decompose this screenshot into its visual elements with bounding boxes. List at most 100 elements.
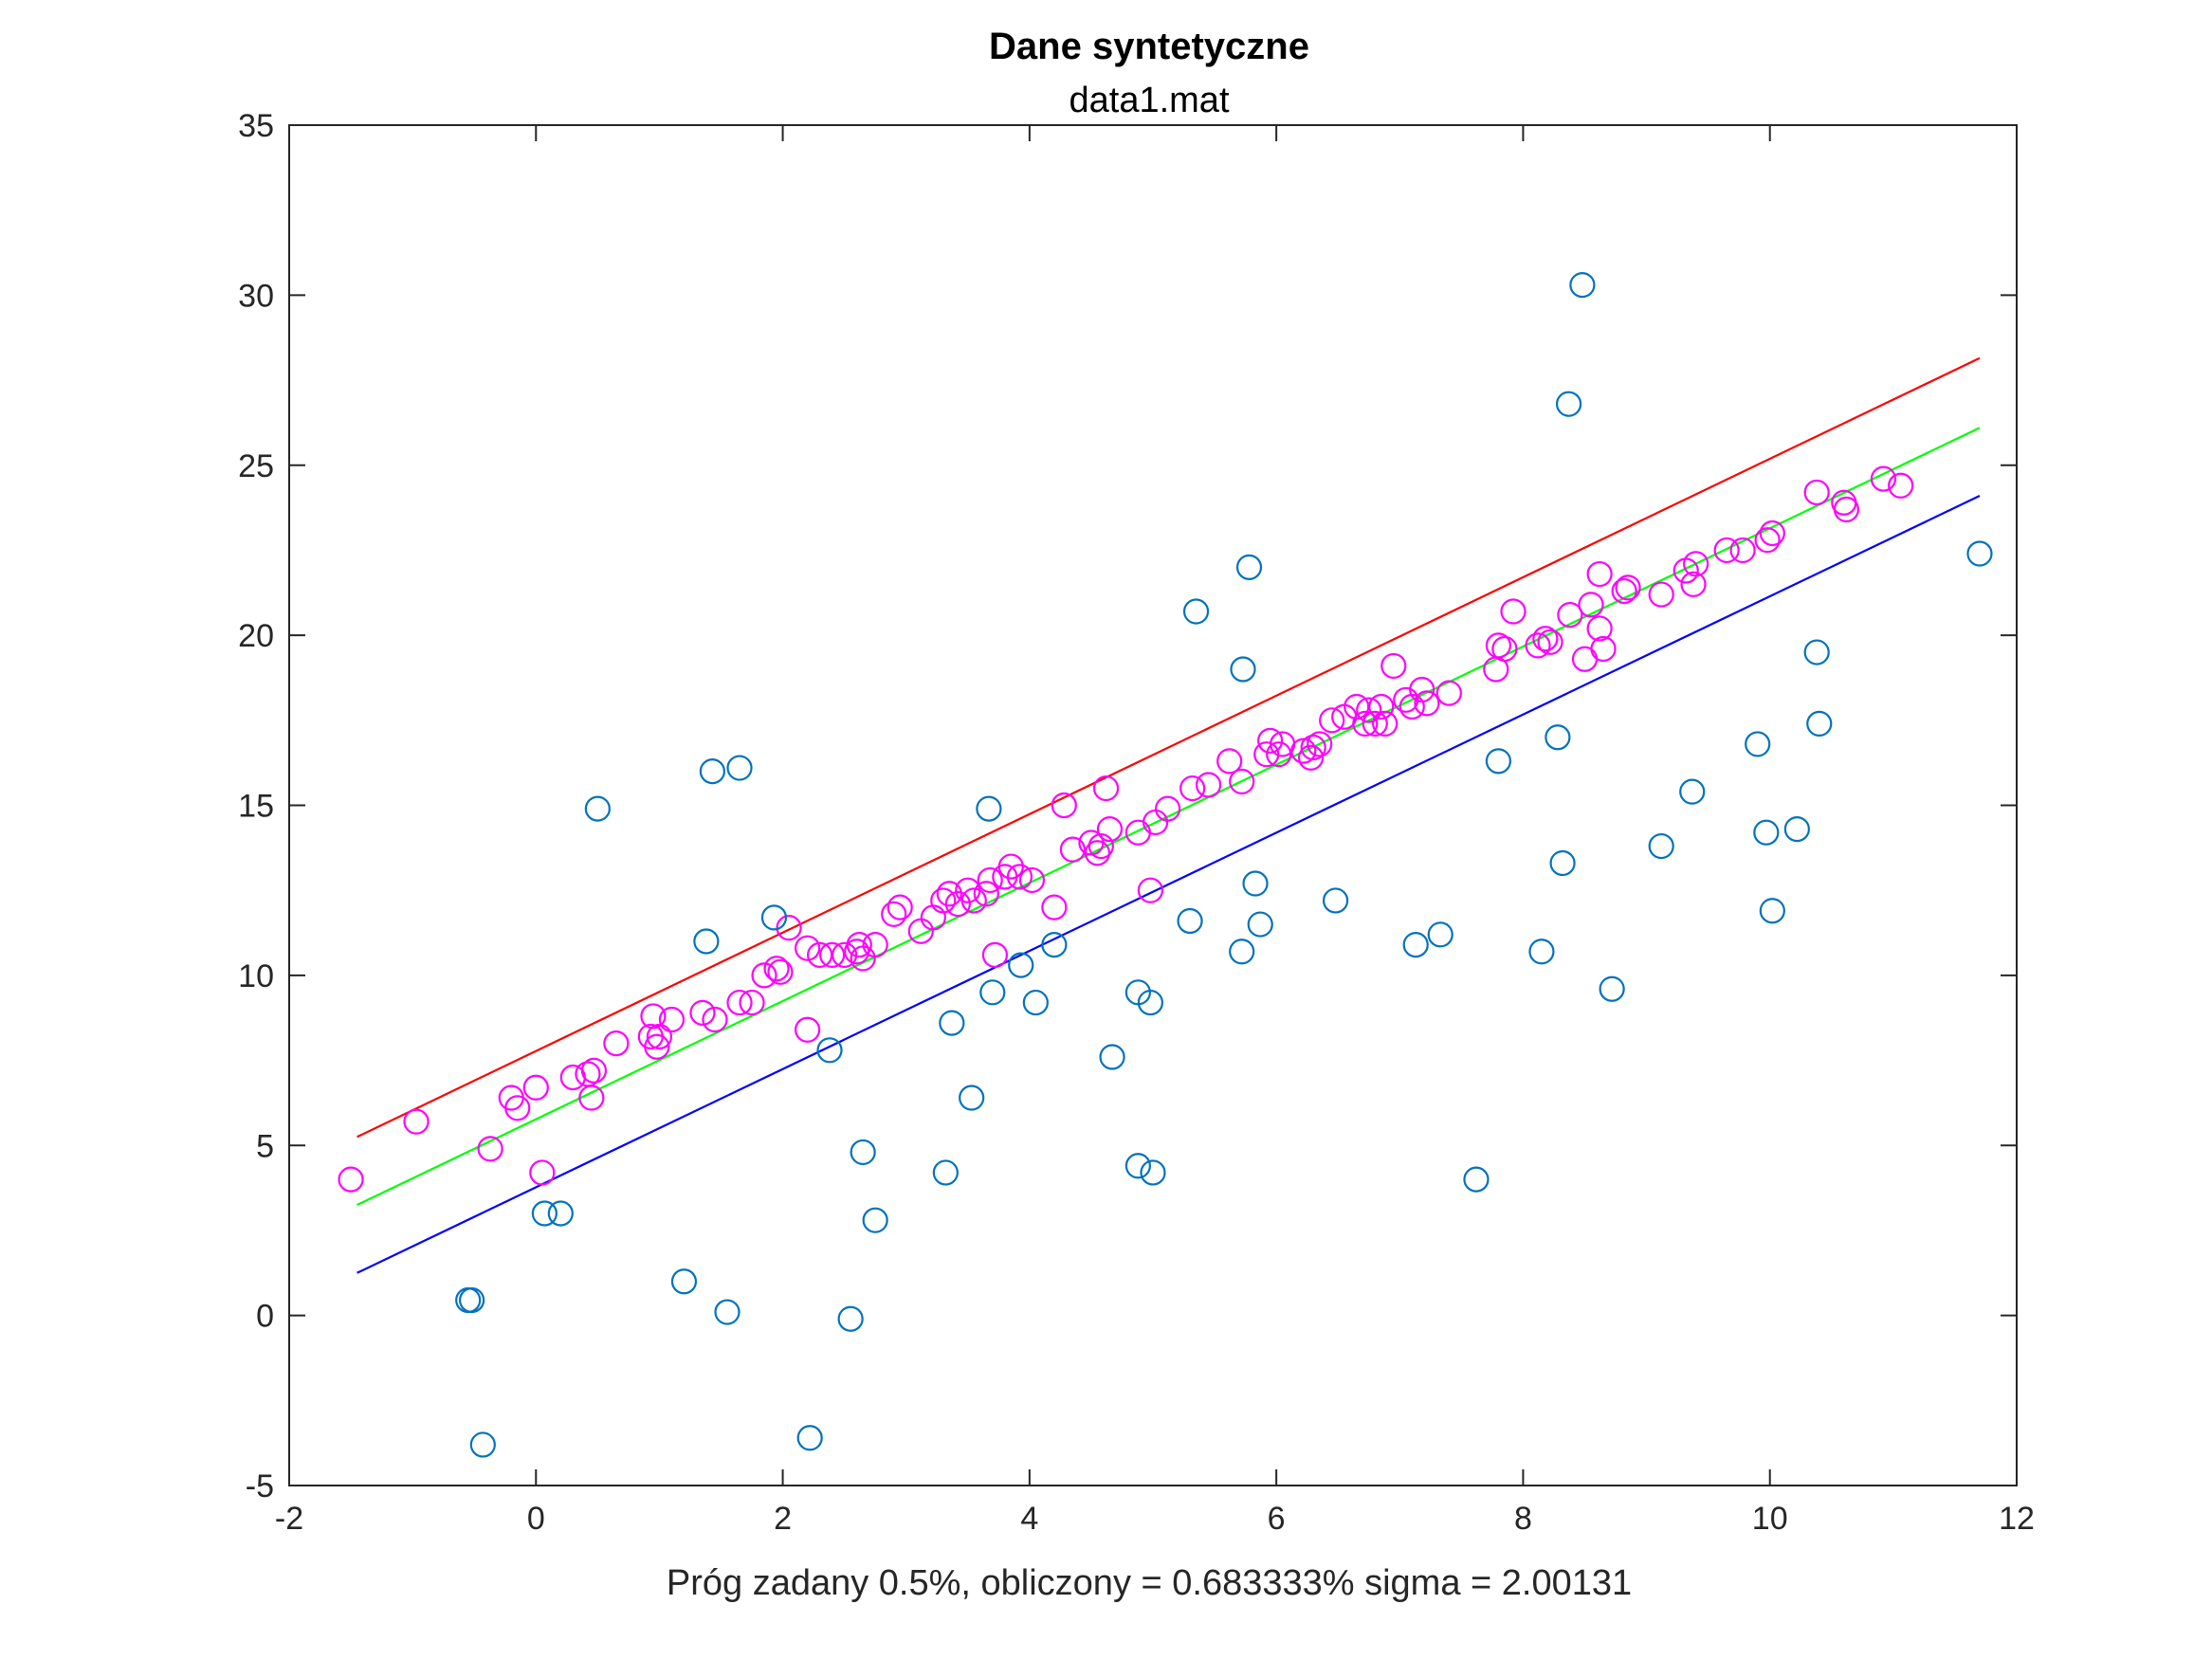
data-point-series1 [1362, 710, 1388, 738]
data-point-series1 [1409, 676, 1435, 703]
data-point-series2 [760, 904, 788, 931]
data-point-series2 [469, 1431, 496, 1458]
x-axis-label: Próg zadany 0.5%, obliczony = 0.683333% … [667, 1563, 1632, 1603]
data-point-series2 [584, 795, 611, 822]
data-point-series1 [846, 931, 872, 958]
data-point-series1 [1356, 697, 1382, 723]
x-tick-label: 4 [1020, 1501, 1038, 1537]
data-point-series2 [1323, 887, 1349, 914]
data-point-series2 [1485, 748, 1512, 775]
fit-line-1 [356, 356, 1981, 1139]
data-point-series1 [887, 894, 913, 921]
data-point-series2 [1235, 554, 1263, 580]
data-point-series1 [1092, 775, 1120, 802]
data-point-series1 [529, 1159, 556, 1186]
data-point-series2 [837, 1305, 864, 1332]
data-point-series1 [1485, 632, 1512, 659]
data-point-series1 [862, 931, 888, 958]
data-point-series1 [794, 1016, 821, 1043]
data-point-series1 [1257, 727, 1284, 754]
data-point-series1 [1216, 748, 1243, 775]
data-point-series1 [1380, 652, 1407, 680]
data-point-series2 [796, 1425, 823, 1451]
data-point-series1 [1155, 795, 1181, 822]
data-point-series2 [939, 1010, 965, 1036]
fit-line-2 [356, 427, 1981, 1207]
data-point-series1 [930, 887, 957, 914]
data-point-series1 [1018, 866, 1046, 894]
x-tick-label: 0 [527, 1501, 545, 1537]
data-point-series2 [976, 795, 1002, 822]
data-point-series2 [1679, 778, 1706, 805]
data-point-series2 [1966, 540, 1993, 567]
data-point-series1 [881, 901, 907, 927]
data-point-series1 [1888, 472, 1914, 499]
x-tick-label: 10 [1752, 1501, 1788, 1537]
data-point-series2 [1247, 911, 1273, 938]
data-point-series1 [1096, 816, 1124, 843]
data-point-series2 [693, 928, 720, 955]
data-point-series2 [714, 1299, 740, 1325]
data-point-series2 [862, 1207, 888, 1233]
data-point-series1 [739, 989, 765, 1016]
data-point-series1 [1059, 836, 1087, 863]
data-point-series2 [850, 1139, 876, 1166]
data-point-series2 [932, 1159, 959, 1186]
data-point-series1 [794, 935, 821, 961]
data-point-series1 [1319, 707, 1345, 734]
data-point-series2 [1463, 1166, 1490, 1193]
data-point-series2 [1140, 1159, 1166, 1186]
data-point-series1 [751, 962, 777, 989]
x-tick-label: 8 [1514, 1501, 1532, 1537]
data-point-series2 [1182, 598, 1210, 625]
data-point-series1 [1307, 731, 1333, 757]
data-point-series2 [1137, 989, 1163, 1016]
data-point-series2 [1177, 907, 1203, 935]
data-point-series2 [1022, 989, 1049, 1016]
data-point-series1 [726, 989, 753, 1016]
x-tick-label: 6 [1268, 1501, 1286, 1537]
data-point-series1 [1051, 792, 1077, 819]
data-point-series1 [578, 1085, 605, 1111]
data-point-series1 [1870, 465, 1897, 492]
x-tick-label: -2 [275, 1501, 303, 1537]
data-point-series1 [1759, 520, 1785, 547]
data-point-series2 [699, 758, 725, 785]
data-point-series2 [459, 1286, 485, 1314]
data-point-series1 [1833, 496, 1860, 522]
data-point-series1 [504, 1095, 531, 1121]
data-point-series2 [959, 1085, 985, 1111]
data-point-series2 [547, 1200, 574, 1227]
data-point-series2 [1402, 931, 1429, 958]
data-point-series1 [1195, 772, 1222, 798]
data-point-series1 [1300, 734, 1326, 761]
data-point-series1 [1290, 738, 1317, 764]
y-tick-label: 25 [238, 448, 274, 484]
data-point-series1 [1414, 690, 1440, 717]
data-point-series1 [1137, 877, 1163, 903]
data-point-series1 [1713, 537, 1740, 564]
data-point-series2 [1427, 921, 1453, 948]
data-point-series1 [944, 890, 971, 918]
data-point-series1 [646, 1023, 673, 1050]
data-point-series1 [767, 958, 794, 985]
data-point-series2 [1806, 710, 1833, 738]
data-point-series2 [1569, 272, 1596, 299]
data-point-series2 [1648, 832, 1674, 860]
y-tick-label: 35 [238, 108, 274, 144]
data-point-series1 [689, 999, 716, 1026]
data-point-series2 [1545, 724, 1571, 751]
data-point-series1 [1648, 581, 1674, 608]
data-point-series1 [1803, 479, 1830, 506]
data-point-series1 [1006, 864, 1033, 890]
data-point-series1 [936, 881, 962, 907]
data-point-series2 [1599, 975, 1625, 1002]
data-point-series1 [776, 915, 802, 941]
data-point-series2 [1041, 931, 1068, 958]
data-point-series1 [1500, 598, 1526, 625]
data-point-series1 [1088, 832, 1114, 860]
data-point-series1 [1525, 632, 1551, 659]
data-point-series1 [1266, 741, 1292, 768]
data-point-series1 [1491, 635, 1518, 663]
